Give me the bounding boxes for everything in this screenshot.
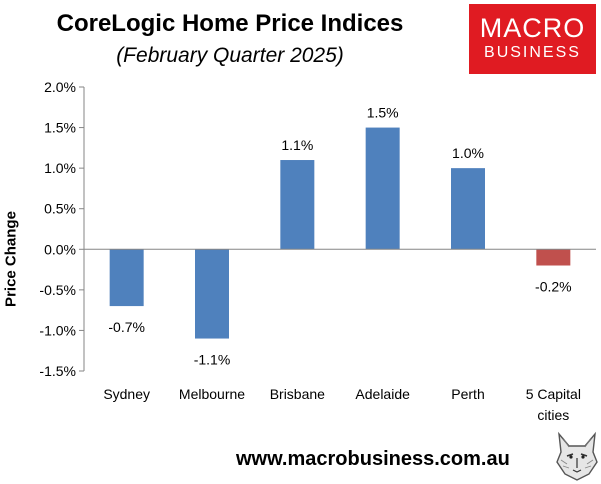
y-tick-label: 1.0% [44,160,76,176]
y-tick-label: 0.5% [44,201,76,217]
bar-5 [536,249,571,266]
macrobusiness-logo[interactable]: MACRO BUSINESS [469,4,596,74]
data-label: 1.5% [367,105,399,121]
data-label: -0.7% [108,319,145,335]
chart-title: CoreLogic Home Price Indices [56,10,404,37]
bar-2 [280,160,315,250]
bar-0 [109,249,144,307]
data-label: 1.1% [281,137,313,153]
x-tick-label: Brisbane [270,386,325,402]
website-url[interactable]: www.macrobusiness.com.au [236,448,510,470]
y-tick-label: -0.5% [39,282,76,298]
data-label: -0.2% [535,279,572,295]
bar-1 [195,249,229,339]
x-tick-label: cities [537,407,569,423]
y-tick-label: 2.0% [44,79,76,95]
y-tick-label: 1.5% [44,120,76,136]
chart-subtitle: (February Quarter 2025) [116,44,344,67]
x-tick-label: Melbourne [179,386,245,402]
logo-text-bottom: BUSINESS [484,44,581,61]
x-tick-label: 5 Capital [526,386,581,402]
x-tick-label: Sydney [103,386,150,402]
y-tick-label: -1.0% [39,322,76,338]
y-tick-label: 0.0% [44,241,76,257]
x-tick-label: Perth [451,386,484,402]
x-tick-label: Adelaide [355,386,410,402]
data-label: -1.1% [194,352,231,368]
wolf-icon [556,431,598,481]
logo-text-top: MACRO [479,13,586,43]
bar-4 [451,168,485,250]
bar-3 [365,127,400,250]
data-label: 1.0% [452,145,484,161]
y-tick-label: -1.5% [39,363,76,379]
